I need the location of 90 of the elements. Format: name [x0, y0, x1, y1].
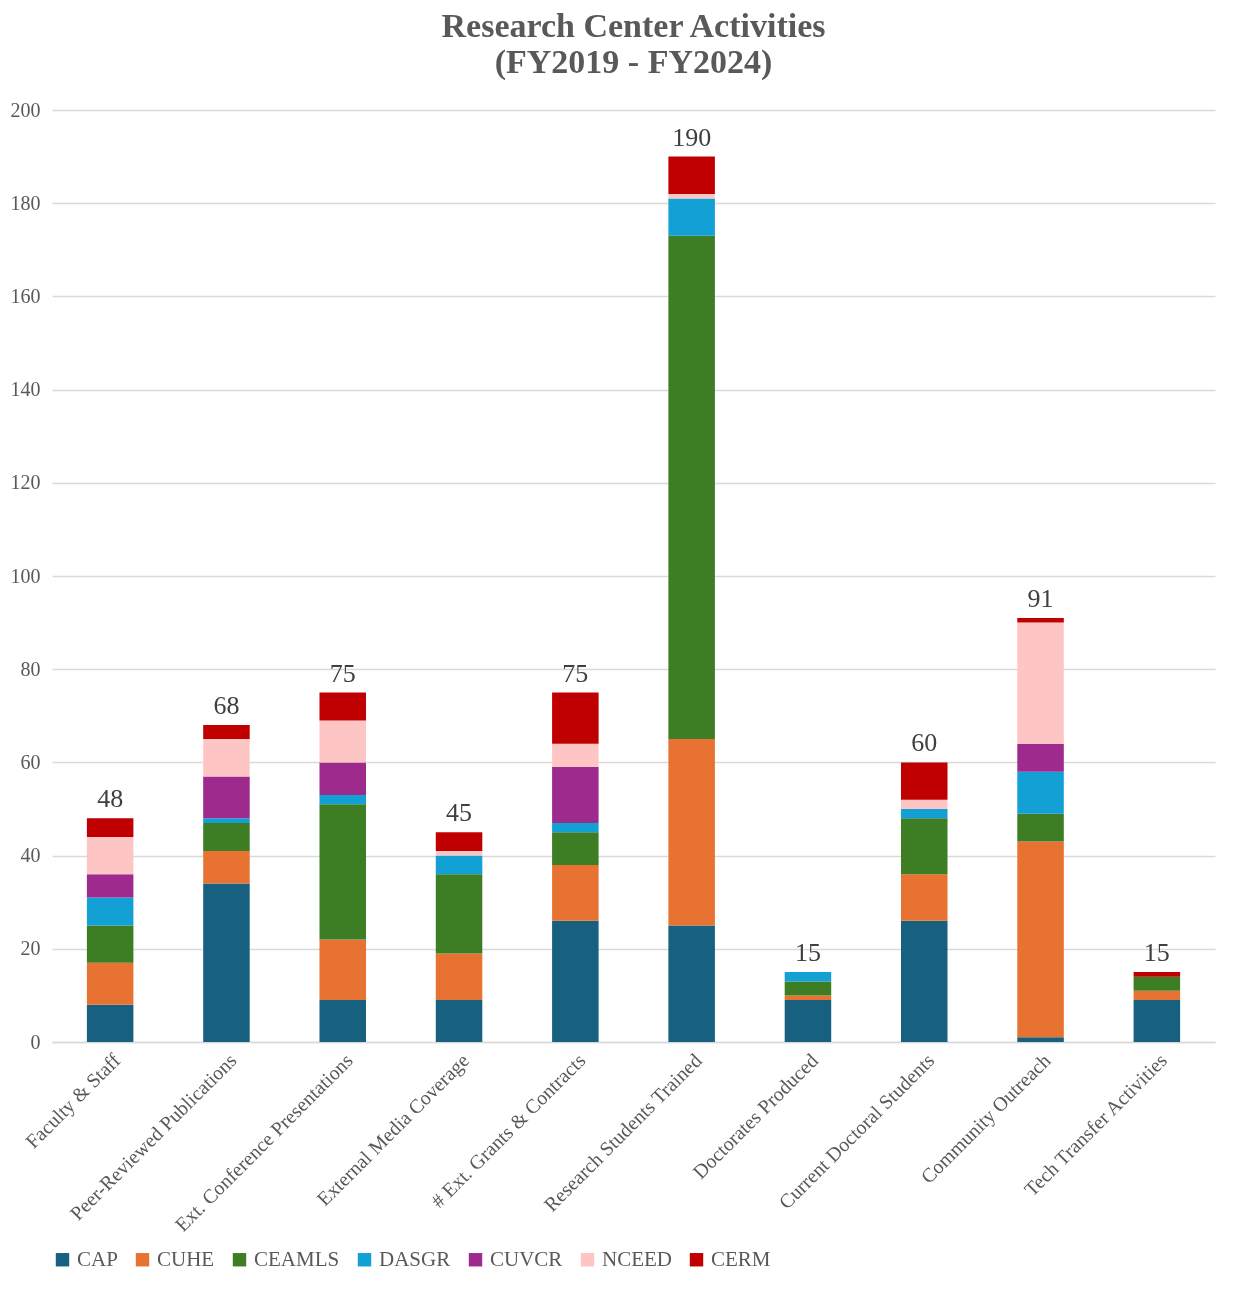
bar	[552, 832, 599, 865]
bar	[900, 874, 948, 921]
bar	[203, 822, 250, 851]
bar	[552, 822, 599, 833]
bar	[1133, 972, 1181, 977]
total-label: 48	[97, 784, 124, 814]
legend-label: CAP	[77, 1246, 118, 1271]
legend-label: NCEED	[602, 1246, 672, 1271]
bar	[435, 1000, 483, 1042]
bar	[552, 692, 599, 744]
y-tick-label: 180	[10, 191, 41, 214]
bar	[1017, 743, 1064, 772]
bar	[900, 809, 948, 819]
bar	[552, 743, 599, 768]
y-tick-label: 60	[20, 750, 41, 773]
bar	[319, 795, 367, 805]
bar	[784, 995, 832, 1001]
legend-label: DASGR	[379, 1246, 451, 1271]
bar	[319, 720, 367, 763]
y-tick-label: 120	[10, 471, 41, 494]
total-label: 15	[1143, 938, 1170, 968]
y-tick-label: 80	[20, 657, 41, 680]
bar	[435, 832, 483, 851]
bar	[203, 850, 250, 884]
bar	[319, 804, 367, 940]
y-tick-label: 140	[10, 378, 41, 401]
bar	[203, 739, 250, 777]
bar	[435, 855, 483, 875]
bar	[1017, 1037, 1064, 1042]
bar	[668, 193, 715, 199]
bar	[86, 897, 134, 926]
total-label: 91	[1027, 583, 1054, 613]
bar	[552, 767, 599, 823]
bar	[1017, 771, 1064, 814]
bar	[203, 725, 250, 740]
bar	[784, 981, 832, 996]
y-tick-label: 100	[10, 564, 41, 587]
bar	[86, 962, 134, 1005]
bar	[668, 235, 715, 740]
bar	[668, 925, 715, 1042]
bar	[1133, 976, 1181, 991]
bar	[668, 739, 715, 926]
bar	[1017, 617, 1064, 623]
bar	[435, 953, 483, 1001]
chart-title: Research Center Activities (FY2019 - FY2024)	[441, 7, 826, 81]
total-label: 75	[329, 658, 356, 688]
legend-label: CERM	[711, 1246, 771, 1271]
bar	[552, 864, 599, 921]
bar	[86, 836, 134, 875]
y-tick-label: 0	[30, 1030, 41, 1053]
bar	[86, 925, 134, 963]
bar	[900, 920, 948, 1042]
bar	[203, 883, 250, 1042]
bar	[319, 762, 367, 796]
bar	[1133, 990, 1181, 1001]
legend-label: CUHE	[157, 1246, 215, 1271]
bar	[668, 198, 715, 236]
bar	[203, 818, 250, 823]
bar	[552, 920, 599, 1042]
y-tick-label: 20	[20, 937, 41, 960]
bar	[1017, 622, 1064, 744]
bar	[1017, 813, 1064, 842]
bar	[319, 1000, 367, 1042]
total-label: 60	[911, 728, 938, 758]
bar	[435, 850, 483, 856]
bar	[86, 1004, 134, 1042]
bar	[1017, 841, 1064, 1038]
bar	[319, 939, 367, 1001]
total-label: 45	[446, 798, 473, 828]
bar	[203, 776, 250, 819]
bar	[668, 156, 715, 194]
bar	[86, 874, 134, 898]
total-label: 15	[794, 938, 821, 968]
bar	[900, 799, 948, 809]
bar	[319, 692, 367, 721]
legend-label: CEAMLS	[254, 1246, 340, 1271]
total-label: 75	[562, 658, 589, 688]
y-tick-label: 200	[10, 98, 41, 121]
bar	[784, 972, 832, 982]
legend-label: CUVCR	[490, 1246, 563, 1271]
bar	[784, 1000, 832, 1042]
total-label: 190	[672, 122, 712, 152]
bar	[1133, 1000, 1181, 1042]
bar	[435, 874, 483, 954]
bar	[86, 818, 134, 837]
bar	[900, 762, 948, 800]
total-label: 68	[213, 691, 240, 721]
y-tick-label: 40	[20, 844, 41, 867]
y-tick-label: 160	[10, 284, 41, 307]
bar	[900, 818, 948, 875]
